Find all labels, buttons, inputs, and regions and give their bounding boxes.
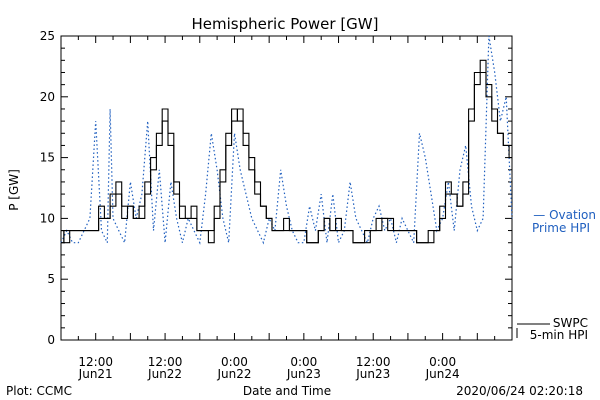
x-tick-time-label: 0:00 xyxy=(290,355,317,369)
x-tick-time-label: 12:00 xyxy=(356,355,391,369)
x-tick-date-label: Jun23 xyxy=(355,367,390,381)
series-swpc-line xyxy=(61,59,512,244)
y-axis-ticks: 0 5 10 15 20 25 xyxy=(40,29,512,347)
plot-frame xyxy=(60,35,513,341)
x-tick-time-label: 0:00 xyxy=(221,355,248,369)
y-tick-label: 5 xyxy=(47,272,55,286)
x-tick-time-label: 12:00 xyxy=(148,355,183,369)
legend-hpi-label: 5-min HPI xyxy=(530,328,588,342)
y-tick-label: 20 xyxy=(40,90,55,104)
x-tick-date-label: Jun22 xyxy=(147,367,182,381)
legend-swpc-label: SWPC xyxy=(553,316,588,330)
footer-left: Plot: CCMC xyxy=(6,384,72,398)
x-tick-date-label: Jun22 xyxy=(216,367,251,381)
legend-ovation-label2: Prime HPI xyxy=(532,221,590,235)
x-tick-date-label: Jun24 xyxy=(425,367,460,381)
y-tick-label: 0 xyxy=(47,333,55,347)
series-layer xyxy=(60,35,513,245)
y-axis-label: P [GW] xyxy=(7,169,21,211)
x-axis-ticks: 12:00Jun210:00Jun2212:00Jun220:00Jun2312… xyxy=(60,36,513,381)
y-tick-label: 10 xyxy=(40,211,55,225)
x-tick-time-label: 12:00 xyxy=(78,355,113,369)
series-5min-hpi-line xyxy=(61,71,512,244)
y-tick-label: 15 xyxy=(40,151,55,165)
legend-ovation-label: — Ovation xyxy=(533,208,596,222)
x-axis-label: Date and Time xyxy=(243,384,331,398)
x-tick-date-label: Jun23 xyxy=(286,367,321,381)
x-tick-date-label: Jun21 xyxy=(78,367,113,381)
x-tick-time-label: 0:00 xyxy=(429,355,456,369)
series-ovation-line xyxy=(60,35,513,245)
y-tick-label: 25 xyxy=(40,29,55,43)
footer-right: 2020/06/24 02:20:18 xyxy=(456,384,583,398)
chart-title: Hemispheric Power [GW] xyxy=(192,15,379,33)
